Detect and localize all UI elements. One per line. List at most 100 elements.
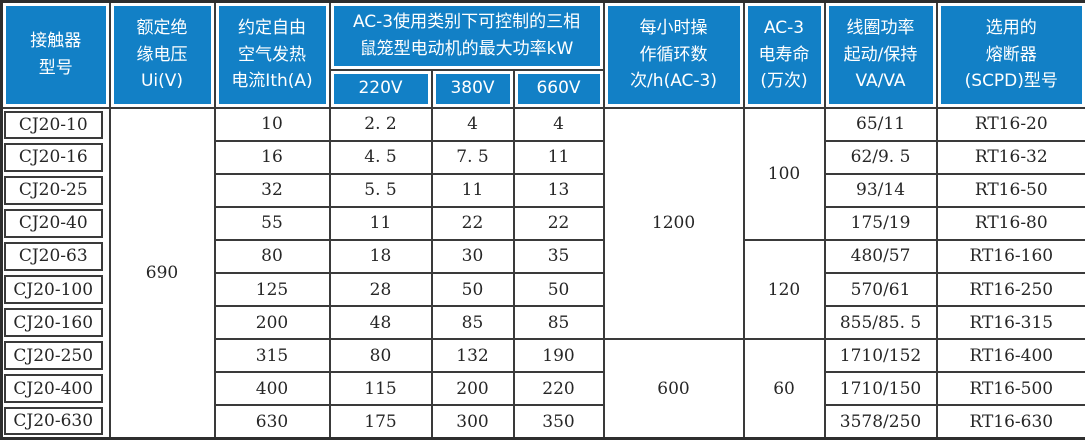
cell-coil-power: 1710/152 xyxy=(823,338,938,374)
cell-thermal-current: 200 xyxy=(213,305,331,341)
cell-fuse-model: RT16-20 xyxy=(935,106,1085,142)
table-row: CJ20-63 80 18 30 35 120 480/57 RT16-160 xyxy=(1,238,1085,341)
cell-model: CJ20-25 xyxy=(1,173,110,207)
cell-cycles-per-hour: 1200 xyxy=(602,106,745,341)
cell-power-380v: 50 xyxy=(430,271,515,308)
table-row: CJ20-250 315 80 132 190 600 60 1710/152 RT16-400 xyxy=(1,338,1085,440)
cell-fuse-model: RT16-32 xyxy=(935,139,1085,175)
cell-power-220v: 175 xyxy=(328,404,433,440)
cell-coil-power: 175/19 xyxy=(823,205,938,241)
header-insulation-voltage: 额定绝 缘电压 Ui(V) xyxy=(108,0,216,109)
header-motor-power-group-label: AC-3使用类别下可控制的三相 鼠笼型电动机的最大功率kW xyxy=(333,6,600,66)
header-660v-label: 660V xyxy=(517,73,600,104)
cell-power-220v: 4. 5 xyxy=(328,139,433,175)
cell-coil-power: 480/57 xyxy=(823,238,938,274)
cell-power-660v: 50 xyxy=(512,271,605,308)
header-electrical-life-label: AC-3 电寿命 (万次) xyxy=(747,6,821,104)
model-box: CJ20-400 xyxy=(4,374,103,404)
cell-thermal-current: 80 xyxy=(213,238,331,274)
cell-power-220v: 18 xyxy=(328,238,433,274)
table-row: CJ20-40 55 11 22 22 175/19 RT16-80 xyxy=(1,205,1085,241)
header-cycles-per-hour: 每小时操 作循环数 次/h(AC-3) xyxy=(602,0,745,109)
header-660v: 660V xyxy=(512,68,605,109)
header-220v: 220V xyxy=(328,68,433,109)
model-box: CJ20-160 xyxy=(4,308,103,338)
cell-power-660v: 35 xyxy=(512,238,605,274)
cell-thermal-current: 16 xyxy=(213,139,331,175)
cell-coil-power: 65/11 xyxy=(823,106,938,142)
header-fuse-label: 选用的 熔断器 (SCPD)型号 xyxy=(940,6,1083,104)
cell-power-660v: 11 xyxy=(512,139,605,175)
cell-fuse-model: RT16-160 xyxy=(935,238,1085,274)
table-row: CJ20-25 32 5. 5 11 13 93/14 RT16-50 xyxy=(1,172,1085,208)
cell-fuse-model: RT16-315 xyxy=(935,305,1085,341)
table-body: CJ20-10 690 10 2. 2 4 4 1200 100 65/11 RT16-20 CJ2… xyxy=(1,106,1085,440)
cell-fuse-model: RT16-400 xyxy=(935,338,1085,374)
cell-power-220v: 5. 5 xyxy=(328,172,433,208)
cell-power-380v: 11 xyxy=(430,172,515,208)
cell-power-380v: 7. 5 xyxy=(430,139,515,175)
header-fuse: 选用的 熔断器 (SCPD)型号 xyxy=(935,0,1085,109)
cell-thermal-current: 10 xyxy=(213,106,331,142)
cell-power-660v: 190 xyxy=(512,338,605,374)
header-electrical-life: AC-3 电寿命 (万次) xyxy=(742,0,826,109)
cell-thermal-current: 55 xyxy=(213,205,331,241)
cell-power-660v: 85 xyxy=(512,305,605,341)
model-box: CJ20-63 xyxy=(4,241,103,271)
cell-fuse-model: RT16-630 xyxy=(935,404,1085,440)
cell-model: CJ20-63 xyxy=(1,239,110,273)
header-cycles-per-hour-label: 每小时操 作循环数 次/h(AC-3) xyxy=(607,6,740,104)
model-box: CJ20-40 xyxy=(4,208,103,238)
header-coil-power-label: 线圈功率 起动/保持 VA/VA xyxy=(828,6,933,104)
header-row-main: 接触器 型号 额定绝 缘电压 Ui(V) 约定自由 空气发热 电流Ith(A) … xyxy=(0,0,1085,109)
cell-coil-power: 62/9. 5 xyxy=(823,139,938,175)
cell-coil-power: 1710/150 xyxy=(823,371,938,407)
cell-thermal-current: 315 xyxy=(213,338,331,374)
cell-electrical-life: 120 xyxy=(742,238,826,341)
header-row-sub: 220V 380V 660V xyxy=(2,68,1085,109)
model-box: CJ20-250 xyxy=(4,341,103,371)
cell-power-220v: 48 xyxy=(328,305,433,341)
table-row: CJ20-100 125 28 50 50 570/61 RT16-250 xyxy=(1,271,1085,308)
cell-power-220v: 11 xyxy=(328,205,433,241)
cell-power-220v: 28 xyxy=(328,271,433,308)
cell-power-380v: 200 xyxy=(430,371,515,407)
header-coil-power: 线圈功率 起动/保持 VA/VA xyxy=(823,0,938,109)
cell-cycles-per-hour: 600 xyxy=(602,338,745,440)
cell-model: CJ20-400 xyxy=(1,372,110,406)
cell-thermal-current: 630 xyxy=(213,404,331,440)
cell-fuse-model: RT16-500 xyxy=(935,371,1085,407)
cell-model: CJ20-630 xyxy=(1,405,110,439)
header-380v-label: 380V xyxy=(435,73,510,104)
model-box: CJ20-630 xyxy=(4,407,103,435)
cell-power-660v: 4 xyxy=(512,106,605,142)
cell-power-220v: 80 xyxy=(328,338,433,374)
cell-model: CJ20-160 xyxy=(1,306,110,340)
cell-thermal-current: 32 xyxy=(213,172,331,208)
table-row: CJ20-160 200 48 85 85 855/85. 5 RT16-315 xyxy=(1,305,1085,341)
cell-power-660v: 350 xyxy=(512,404,605,440)
cell-coil-power: 855/85. 5 xyxy=(823,305,938,341)
cell-fuse-model: RT16-250 xyxy=(935,271,1085,308)
header-model-label: 接触器 型号 xyxy=(6,6,106,104)
model-box: CJ20-16 xyxy=(4,142,103,172)
cell-power-380v: 85 xyxy=(430,305,515,341)
cell-insulation-voltage: 690 xyxy=(108,106,216,440)
model-box: CJ20-100 xyxy=(4,274,103,305)
cell-coil-power: 3578/250 xyxy=(823,404,938,440)
header-model: 接触器 型号 xyxy=(0,0,111,109)
cell-thermal-current: 125 xyxy=(213,271,331,308)
cell-electrical-life: 60 xyxy=(742,338,826,440)
cell-model: CJ20-250 xyxy=(1,339,110,373)
cell-fuse-model: RT16-80 xyxy=(935,205,1085,241)
cell-model: CJ20-10 xyxy=(1,107,110,141)
table-row: CJ20-400 400 115 200 220 1710/150 RT16-500 xyxy=(1,371,1085,407)
cell-power-660v: 13 xyxy=(512,172,605,208)
cell-model: CJ20-100 xyxy=(1,272,110,307)
model-box: CJ20-25 xyxy=(4,175,103,205)
cell-power-660v: 22 xyxy=(512,205,605,241)
header-thermal-current-label: 约定自由 空气发热 电流Ith(A) xyxy=(218,6,326,104)
cell-power-380v: 132 xyxy=(430,338,515,374)
cell-model: CJ20-40 xyxy=(1,206,110,240)
